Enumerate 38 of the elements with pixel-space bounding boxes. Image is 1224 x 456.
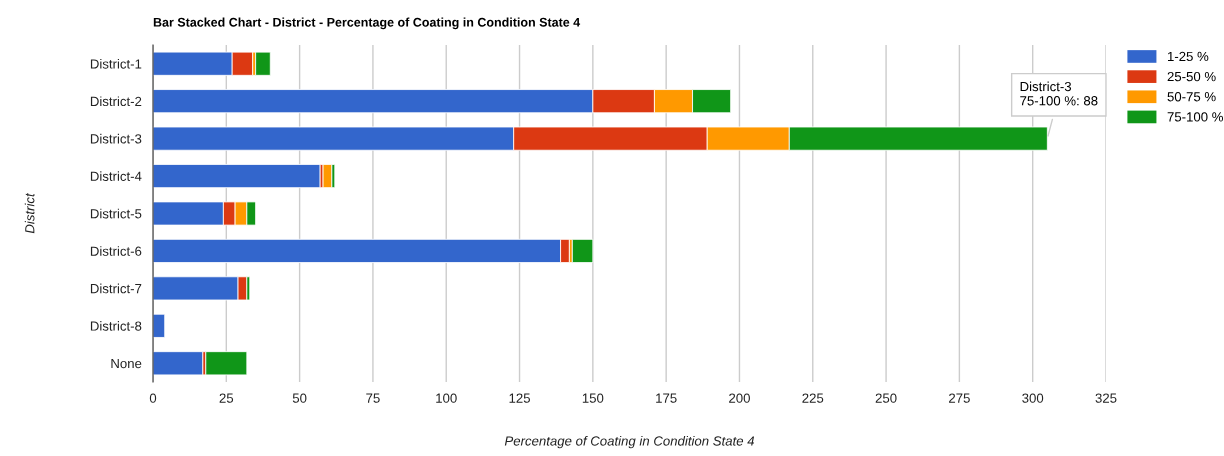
- x-tick-label: 150: [582, 393, 604, 403]
- bar: [153, 164, 321, 189]
- y-tick-label: None: [111, 358, 142, 369]
- y-tick-label: District-5: [90, 208, 142, 219]
- x-tick-label: 75: [366, 393, 380, 403]
- bar: [153, 313, 166, 338]
- y-tick-label: District-1: [90, 58, 142, 69]
- bar: [322, 164, 333, 189]
- y-axis-title: District: [24, 192, 35, 234]
- x-tick-label: 175: [656, 393, 677, 403]
- y-tick-label: District-6: [90, 246, 142, 256]
- legend-label: 50-75 %: [1167, 92, 1216, 102]
- x-tick-label: 250: [875, 393, 897, 403]
- y-tick-label: District-3: [90, 133, 142, 144]
- y-tick-label: District-2: [90, 96, 142, 107]
- bar: [205, 351, 248, 376]
- x-tick-label: 200: [729, 393, 750, 403]
- y-tick-label: District-4: [90, 171, 142, 181]
- x-tick-label: 275: [949, 393, 970, 403]
- x-tick-label: 325: [1095, 393, 1117, 403]
- x-tick-label: 0: [149, 393, 157, 403]
- annotation: District-3 75-100 %: 88: [1020, 81, 1098, 106]
- bar: [255, 51, 271, 76]
- x-tick-label: 300: [1022, 393, 1044, 403]
- y-tick-label: District-7: [90, 283, 142, 294]
- y-tick-label: District-8: [90, 321, 142, 331]
- chart-title: Bar Stacked Chart - District - Percentage of Coating in Condition State 4: [153, 17, 581, 30]
- legend-label: 75-100 %: [1167, 112, 1223, 122]
- x-tick-label: 225: [802, 393, 824, 403]
- legend-label: 25-50 %: [1167, 71, 1216, 82]
- x-tick-label: 50: [292, 393, 307, 403]
- bar: [153, 351, 204, 376]
- bar: [571, 238, 594, 263]
- x-tick-label: 125: [509, 393, 530, 403]
- x-tick-label: 100: [436, 393, 457, 403]
- legend-label: 1-25 %: [1167, 51, 1209, 62]
- x-tick-label: 25: [219, 393, 234, 403]
- x-axis-title: Percentage of Coating in Condition State 4: [504, 435, 755, 449]
